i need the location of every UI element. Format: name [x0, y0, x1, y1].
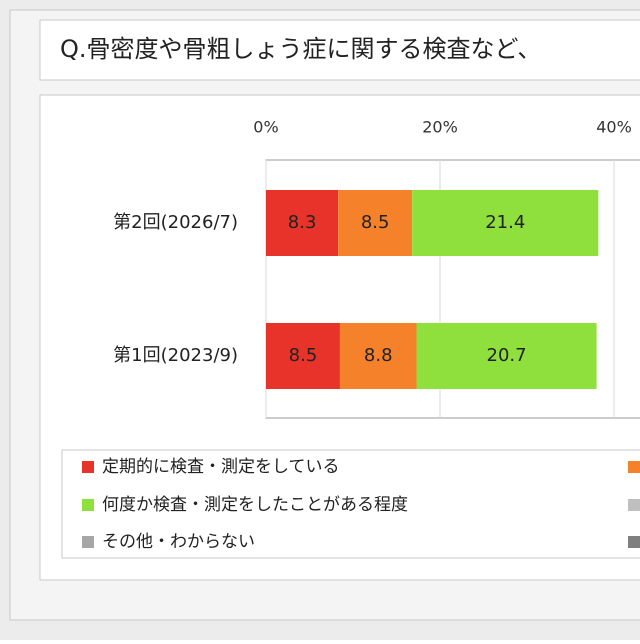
legend-swatch: [628, 536, 640, 548]
legend-label: その他・わからない: [102, 532, 255, 552]
x-tick-label: 20%: [422, 118, 458, 137]
data-label: 8.3: [288, 212, 317, 233]
legend-swatch: [82, 499, 94, 511]
data-label: 8.5: [289, 345, 318, 366]
bar-segment: [338, 190, 413, 256]
legend-swatch: [82, 536, 94, 548]
bar-segment: [339, 323, 417, 389]
legend-label: 定期的に検査・測定をしている: [102, 457, 340, 477]
legend-label: 何度か検査・測定をしたことがある程度: [102, 495, 408, 515]
x-tick-label: 0%: [253, 118, 278, 137]
legend-box: [61, 449, 640, 559]
legend-swatch: [628, 461, 640, 473]
x-tick-label: 40%: [596, 118, 632, 137]
data-label: 8.5: [361, 212, 390, 233]
legend-swatch: [82, 461, 94, 473]
y-tick-label: 第2回(2026/7): [113, 212, 238, 233]
data-label: 21.4: [485, 212, 525, 233]
y-tick-label: 第1回(2023/9): [113, 345, 238, 366]
bar-segment: [266, 323, 340, 389]
data-label: 20.7: [487, 345, 527, 366]
bar-segment: [412, 190, 599, 256]
legend-swatch: [628, 499, 640, 511]
bar-segment: [416, 323, 597, 389]
title-box: [39, 19, 640, 81]
chart-title: Q.骨密度や骨粗しょう症に関する検査など、: [60, 35, 541, 63]
data-label: 8.8: [364, 345, 393, 366]
bar-segment: [266, 190, 339, 256]
